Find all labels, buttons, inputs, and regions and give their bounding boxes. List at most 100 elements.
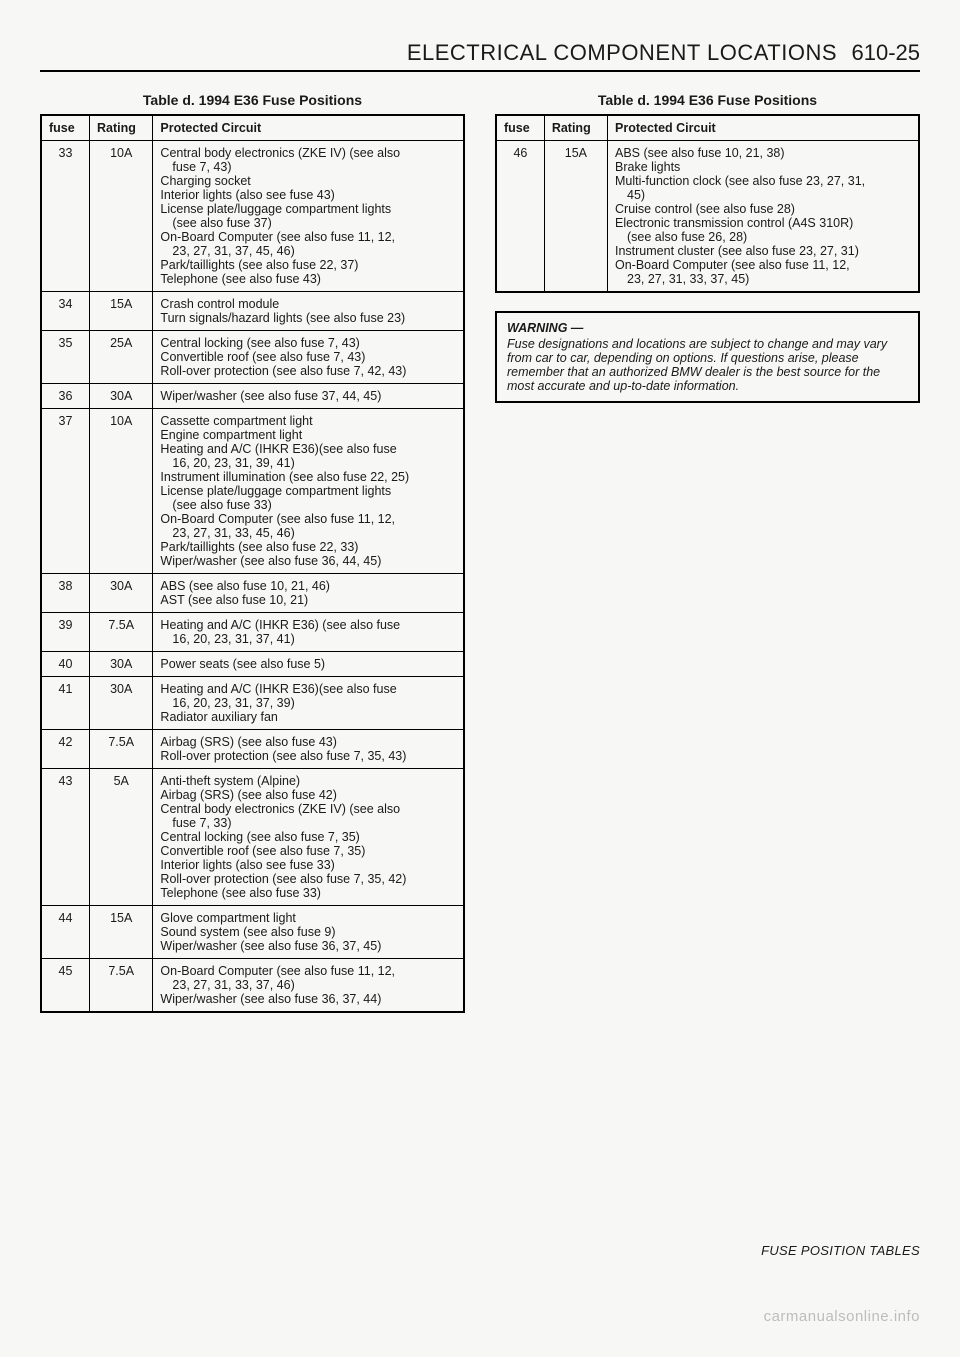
rating-cell: 30A: [90, 652, 153, 677]
circuit-line: Crash control module: [160, 297, 456, 311]
circuit-line: Interior lights (also see fuse 43): [160, 188, 456, 202]
rating-cell: 10A: [90, 141, 153, 292]
rating-cell: 25A: [90, 331, 153, 384]
rating-cell: 15A: [90, 906, 153, 959]
rating-cell: 30A: [90, 384, 153, 409]
table-row: 3525A Central locking (see also fuse 7, 4…: [41, 331, 464, 384]
circuit-line: 45): [615, 188, 911, 202]
warning-title: WARNING —: [507, 321, 908, 335]
fuse-cell: 43: [41, 769, 90, 906]
circuit-line: Sound system (see also fuse 9): [160, 925, 456, 939]
right-column: Table d. 1994 E36 Fuse Positions fuse Ra…: [495, 92, 920, 1013]
fuse-cell: 42: [41, 730, 90, 769]
right-table-title: Table d. 1994 E36 Fuse Positions: [495, 92, 920, 108]
rating-cell: 30A: [90, 677, 153, 730]
circuit-cell: Heating and A/C (IHKR E36)(see also fuse…: [153, 677, 464, 730]
circuit-cell: ABS (see also fuse 10, 21, 38)Brake ligh…: [608, 141, 920, 293]
rating-cell: 15A: [544, 141, 607, 293]
circuit-line: AST (see also fuse 10, 21): [160, 593, 456, 607]
circuit-line: 16, 20, 23, 31, 37, 39): [160, 696, 456, 710]
circuit-line: fuse 7, 33): [160, 816, 456, 830]
circuit-line: Charging socket: [160, 174, 456, 188]
circuit-line: Interior lights (also see fuse 33): [160, 858, 456, 872]
table-row: 3710ACassette compartment lightEngine co…: [41, 409, 464, 574]
left-fuse-table: fuse Rating Protected Circuit 3310ACentr…: [40, 114, 465, 1013]
circuit-line: Wiper/washer (see also fuse 36, 37, 44): [160, 992, 456, 1006]
fuse-cell: 33: [41, 141, 90, 292]
table-row: 397.5AHeating and A/C (IHKR E36) (see al…: [41, 613, 464, 652]
circuit-line: Park/taillights (see also fuse 22, 33): [160, 540, 456, 554]
footer-label: FUSE POSITION TABLES: [40, 1243, 920, 1258]
col-fuse: fuse: [496, 115, 544, 141]
table-row: 457.5AOn-Board Computer (see also fuse 1…: [41, 959, 464, 1013]
table-row: 3830AABS (see also fuse 10, 21, 46)AST (…: [41, 574, 464, 613]
circuit-line: Wiper/washer (see also fuse 36, 44, 45): [160, 554, 456, 568]
circuit-line: Glove compartment light: [160, 911, 456, 925]
circuit-line: On-Board Computer (see also fuse 11, 12,: [160, 964, 456, 978]
circuit-cell: Wiper/washer (see also fuse 37, 44, 45): [153, 384, 464, 409]
header-title: ELECTRICAL COMPONENT LOCATIONS: [407, 40, 837, 65]
circuit-line: Heating and A/C (IHKR E36)(see also fuse: [160, 682, 456, 696]
circuit-line: (see also fuse 33): [160, 498, 456, 512]
table-row: 3630A Wiper/washer (see also fuse 37, 44,…: [41, 384, 464, 409]
circuit-line: Roll-over protection (see also fuse 7, 3…: [160, 749, 456, 763]
circuit-line: License plate/luggage compartment lights: [160, 484, 456, 498]
circuit-cell: Anti-theft system (Alpine)Airbag (SRS) (…: [153, 769, 464, 906]
table-header-row: fuse Rating Protected Circuit: [496, 115, 919, 141]
table-row: 3415ACrash control moduleTurn signals/ha…: [41, 292, 464, 331]
circuit-line: Roll-over protection (see also fuse 7, 4…: [160, 364, 456, 378]
circuit-cell: ABS (see also fuse 10, 21, 46)AST (see a…: [153, 574, 464, 613]
circuit-cell: Crash control moduleTurn signals/hazard …: [153, 292, 464, 331]
circuit-cell: Power seats (see also fuse 5): [153, 652, 464, 677]
circuit-cell: Heating and A/C (IHKR E36) (see also fus…: [153, 613, 464, 652]
circuit-line: 23, 27, 31, 37, 45, 46): [160, 244, 456, 258]
col-rating: Rating: [90, 115, 153, 141]
rating-cell: 30A: [90, 574, 153, 613]
fuse-cell: 34: [41, 292, 90, 331]
left-table-title: Table d. 1994 E36 Fuse Positions: [40, 92, 465, 108]
circuit-line: (see also fuse 26, 28): [615, 230, 911, 244]
circuit-line: 16, 20, 23, 31, 37, 41): [160, 632, 456, 646]
fuse-cell: 36: [41, 384, 90, 409]
circuit-line: (see also fuse 37): [160, 216, 456, 230]
circuit-cell: Cassette compartment lightEngine compart…: [153, 409, 464, 574]
col-circuit: Protected Circuit: [153, 115, 464, 141]
fuse-cell: 45: [41, 959, 90, 1013]
rating-cell: 7.5A: [90, 730, 153, 769]
circuit-line: ABS (see also fuse 10, 21, 38): [615, 146, 911, 160]
table-header-row: fuse Rating Protected Circuit: [41, 115, 464, 141]
circuit-line: Radiator auxiliary fan: [160, 710, 456, 724]
table-row: 4415AGlove compartment lightSound system…: [41, 906, 464, 959]
content-columns: Table d. 1994 E36 Fuse Positions fuse Ra…: [40, 92, 920, 1013]
header-pagecode: 610-25: [851, 40, 920, 65]
table-row: 3310ACentral body electronics (ZKE IV) (…: [41, 141, 464, 292]
circuit-line: Telephone (see also fuse 33): [160, 886, 456, 900]
circuit-line: Heating and A/C (IHKR E36) (see also fus…: [160, 618, 456, 632]
watermark: carmanualsonline.info: [40, 1308, 920, 1325]
rating-cell: 5A: [90, 769, 153, 906]
fuse-cell: 39: [41, 613, 90, 652]
fuse-cell: 46: [496, 141, 544, 293]
right-fuse-table: fuse Rating Protected Circuit 4615AABS (…: [495, 114, 920, 293]
circuit-line: Central body electronics (ZKE IV) (see a…: [160, 802, 456, 816]
circuit-line: Brake lights: [615, 160, 911, 174]
rating-cell: 10A: [90, 409, 153, 574]
table-row: 4130AHeating and A/C (IHKR E36)(see also…: [41, 677, 464, 730]
table-row: 435AAnti-theft system (Alpine)Airbag (SR…: [41, 769, 464, 906]
circuit-line: Wiper/washer (see also fuse 37, 44, 45): [160, 389, 456, 403]
circuit-line: Airbag (SRS) (see also fuse 43): [160, 735, 456, 749]
circuit-line: On-Board Computer (see also fuse 11, 12,: [160, 512, 456, 526]
col-fuse: fuse: [41, 115, 90, 141]
warning-body: Fuse designations and locations are subj…: [507, 337, 908, 393]
circuit-line: Engine compartment light: [160, 428, 456, 442]
circuit-line: Power seats (see also fuse 5): [160, 657, 456, 671]
fuse-cell: 35: [41, 331, 90, 384]
circuit-line: Central locking (see also fuse 7, 43): [160, 336, 456, 350]
col-rating: Rating: [544, 115, 607, 141]
circuit-line: Wiper/washer (see also fuse 36, 37, 45): [160, 939, 456, 953]
circuit-line: On-Board Computer (see also fuse 11, 12,: [615, 258, 911, 272]
rating-cell: 7.5A: [90, 959, 153, 1013]
warning-box: WARNING — Fuse designations and location…: [495, 311, 920, 403]
circuit-line: Cassette compartment light: [160, 414, 456, 428]
circuit-cell: On-Board Computer (see also fuse 11, 12,…: [153, 959, 464, 1013]
